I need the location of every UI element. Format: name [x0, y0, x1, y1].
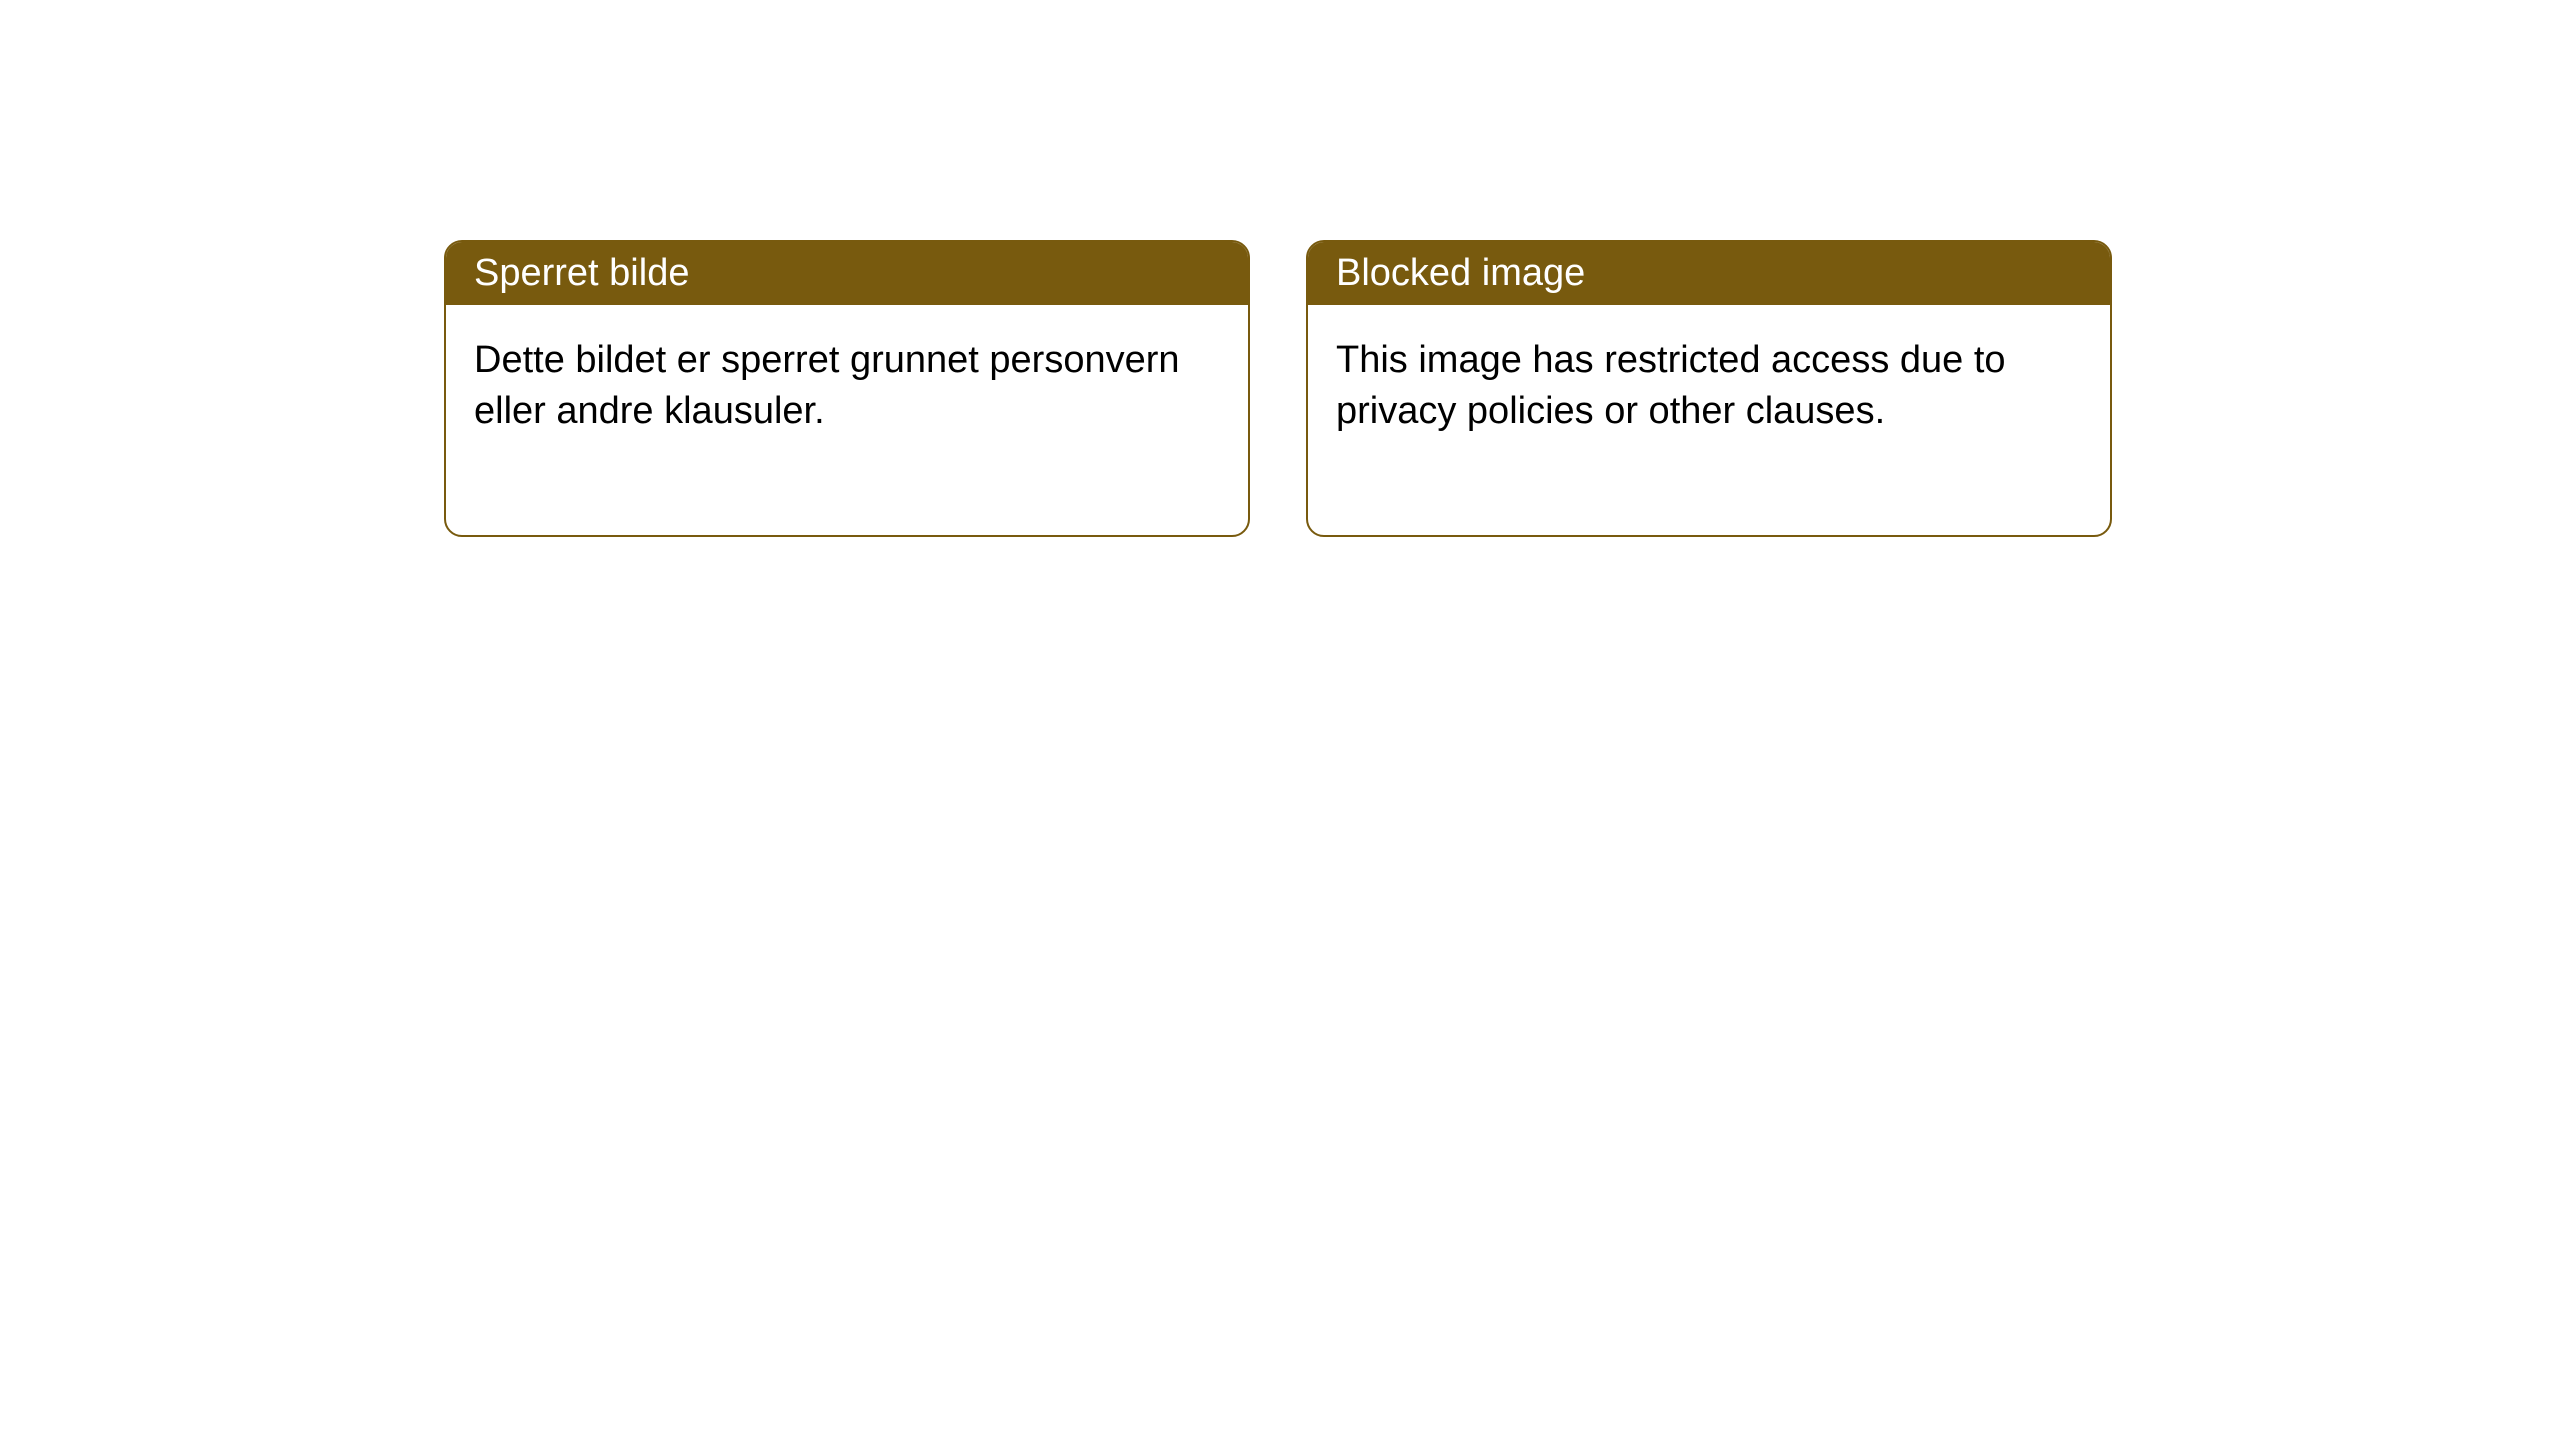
notice-title: Blocked image [1308, 242, 2110, 305]
notice-body: Dette bildet er sperret grunnet personve… [446, 305, 1248, 535]
notice-title: Sperret bilde [446, 242, 1248, 305]
notice-card-norwegian: Sperret bilde Dette bildet er sperret gr… [444, 240, 1250, 537]
notice-body: This image has restricted access due to … [1308, 305, 2110, 535]
notice-container: Sperret bilde Dette bildet er sperret gr… [0, 0, 2560, 537]
notice-card-english: Blocked image This image has restricted … [1306, 240, 2112, 537]
